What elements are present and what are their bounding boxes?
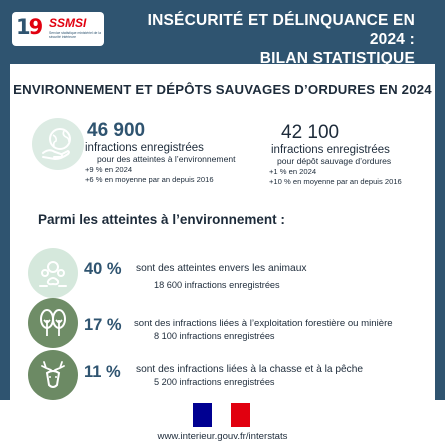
stat-change-average: +10 % en moyenne par an depuis 2016 (269, 177, 402, 186)
breakdown-percent: 40 % (84, 260, 122, 278)
logo-subtitle: Service statistique ministériel de la sé… (49, 31, 102, 39)
page-title: INSÉCURITÉ ET DÉLINQUANCE EN 2024 : BILA… (115, 11, 415, 68)
stat-label: infractions enregistrées (271, 144, 390, 156)
breakdown-percent: 11 % (84, 363, 121, 381)
breakdown-description: sont des infractions liées à l’exploitat… (134, 318, 393, 329)
stat-change-year: +9 % en 2024 (85, 165, 133, 174)
stat-value: 46 900 (87, 120, 146, 141)
breakdown-description: sont des atteintes envers les animaux (136, 263, 307, 274)
footer: www.interieur.gouv.fr/interstats (0, 400, 445, 445)
title-line-1: INSÉCURITÉ ET DÉLINQUANCE EN 2024 : (147, 12, 415, 48)
section-subtitle: ENVIRONNEMENT ET DÉPÔTS SAUVAGES D’ORDUR… (13, 82, 432, 97)
title-line-2: BILAN STATISTIQUE (259, 50, 415, 67)
stat-environment: 46 900 infractions enregistrées pour des… (85, 120, 285, 185)
stat-detail: pour des atteintes à l’environnement (97, 154, 236, 164)
logo-mark: 19 (16, 15, 43, 39)
breakdown-description: sont des infractions liées à la chasse e… (136, 364, 364, 375)
earth-hand-icon (32, 118, 84, 170)
breakdown-percent: 17 % (84, 316, 122, 334)
breakdown-count: 5 200 infractions enregistrées (154, 377, 275, 387)
stat-change-average: +6 % en moyenne par an depuis 2016 (85, 175, 214, 184)
logo-name: SSMSI (49, 16, 87, 30)
stat-waste: 42 100 infractions enregistrées pour dép… (265, 122, 435, 187)
trees-icon (28, 298, 78, 348)
breakdown-count: 18 600 infractions enregistrées (154, 280, 280, 290)
breakdown-title: Parmi les atteintes à l’environnement : (38, 212, 285, 227)
stat-change-year: +1 % en 2024 (269, 167, 317, 176)
footer-link[interactable]: www.interieur.gouv.fr/interstats (157, 431, 288, 442)
republique-francaise-flag (193, 403, 250, 427)
header: 19 SSMSI Service statistique ministériel… (0, 0, 445, 67)
deer-icon (28, 350, 78, 400)
stat-value: 42 100 (281, 122, 340, 143)
stat-detail: pour dépôt sauvage d’ordures (277, 156, 392, 166)
animals-icon (28, 248, 78, 298)
breakdown-count: 8 100 infractions enregistrées (154, 331, 275, 341)
stat-label: infractions enregistrées (85, 142, 204, 154)
ssmsi-logo: 19 SSMSI Service statistique ministériel… (12, 12, 104, 46)
content-card: ENVIRONNEMENT ET DÉPÔTS SAUVAGES D’ORDUR… (10, 64, 435, 400)
